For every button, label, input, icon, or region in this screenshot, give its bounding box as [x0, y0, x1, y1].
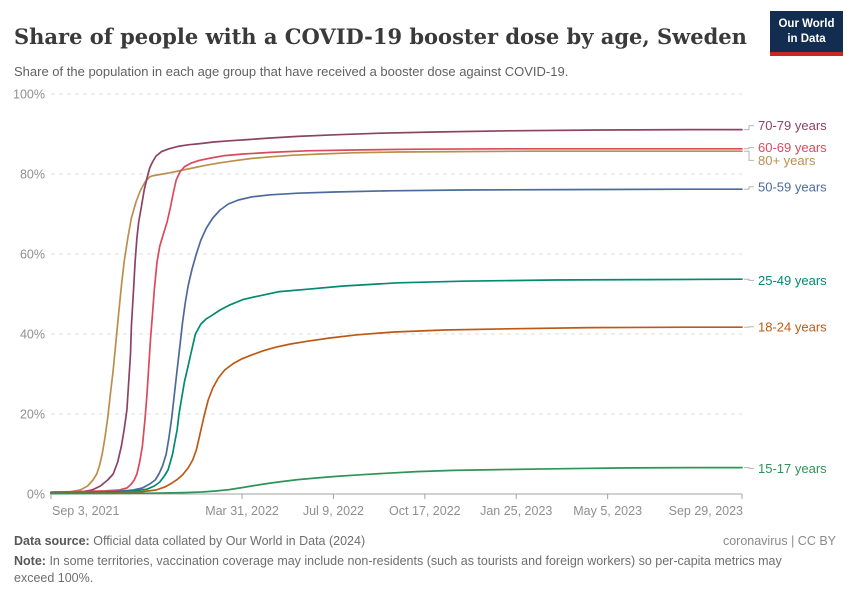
chart-footer: Data source: Official data collated by O…: [14, 534, 836, 586]
owid-logo-line1: Our World: [778, 18, 835, 30]
legend-connector-15-17-years: [744, 467, 754, 469]
series-line-80-years[interactable]: [50, 150, 743, 494]
note-label: Note:: [14, 554, 46, 568]
y-tick-label: 80%: [20, 168, 45, 182]
data-source-label: Data source:: [14, 534, 90, 548]
y-tick-label: 100%: [13, 88, 45, 102]
x-tick-label: Jan 25, 2023: [480, 504, 552, 518]
license-link[interactable]: CC BY: [797, 534, 836, 548]
legend-label-50-59-years[interactable]: 50-59 years: [758, 179, 827, 194]
note-text: In some territories, vaccination coverag…: [14, 554, 782, 585]
legend-label-25-49-years[interactable]: 25-49 years: [758, 273, 827, 288]
legend-connector-25-49-years: [744, 278, 754, 281]
series-line-18-24-years[interactable]: [50, 326, 743, 495]
series-line-50-59-years[interactable]: [50, 188, 743, 494]
x-tick-label: May 5, 2023: [573, 504, 642, 518]
x-tick-label: Sep 3, 2021: [52, 504, 119, 518]
legend-label-80-years[interactable]: 80+ years: [758, 153, 816, 168]
legend-label-18-24-years[interactable]: 18-24 years: [758, 319, 827, 334]
chart-canvas[interactable]: 0% 20% 40% 60% 80% 100% Sep 3, 2021 Mar 31, 202…: [0, 0, 850, 530]
y-tick-label: 40%: [20, 328, 45, 342]
chart-title: Share of people with a COVID-19 booster …: [14, 24, 747, 50]
tag-link[interactable]: coronavirus: [722, 534, 788, 548]
legend-label-15-17-years[interactable]: 15-17 years: [758, 461, 827, 476]
legend-connector-70-79-years: [744, 125, 754, 131]
legend-connector-50-59-years: [744, 186, 754, 190]
legend-label-60-69-years[interactable]: 60-69 years: [758, 140, 827, 155]
x-tick-label: Jul 9, 2022: [303, 504, 364, 518]
series-line-70-79-years[interactable]: [50, 128, 743, 494]
legend-label-70-79-years[interactable]: 70-79 years: [758, 118, 827, 133]
x-tick-label: Mar 31, 2022: [205, 504, 279, 518]
owid-logo[interactable]: Our World in Data: [770, 11, 843, 56]
series-line-25-49-years[interactable]: [50, 278, 743, 495]
chart-subtitle: Share of the population in each age grou…: [14, 64, 569, 79]
y-tick-label: 60%: [20, 248, 45, 262]
legend-connector-60-69-years: [744, 147, 754, 150]
link-separator: |: [791, 534, 795, 548]
owid-logo-line2: in Data: [787, 32, 826, 45]
series-line-60-69-years[interactable]: [50, 147, 743, 493]
legend-connector-80-years: [744, 150, 754, 161]
data-source-line: Data source: Official data collated by O…: [14, 534, 365, 548]
x-tick-label: Sep 29, 2023: [669, 504, 743, 518]
x-tick-label: Oct 17, 2022: [389, 504, 461, 518]
y-tick-label: 0%: [27, 488, 45, 502]
series-line-15-17-years[interactable]: [50, 466, 743, 495]
y-tick-label: 20%: [20, 408, 45, 422]
footer-links: coronavirus | CC BY: [723, 534, 836, 548]
data-source-text: Official data collated by Our World in D…: [93, 534, 366, 548]
